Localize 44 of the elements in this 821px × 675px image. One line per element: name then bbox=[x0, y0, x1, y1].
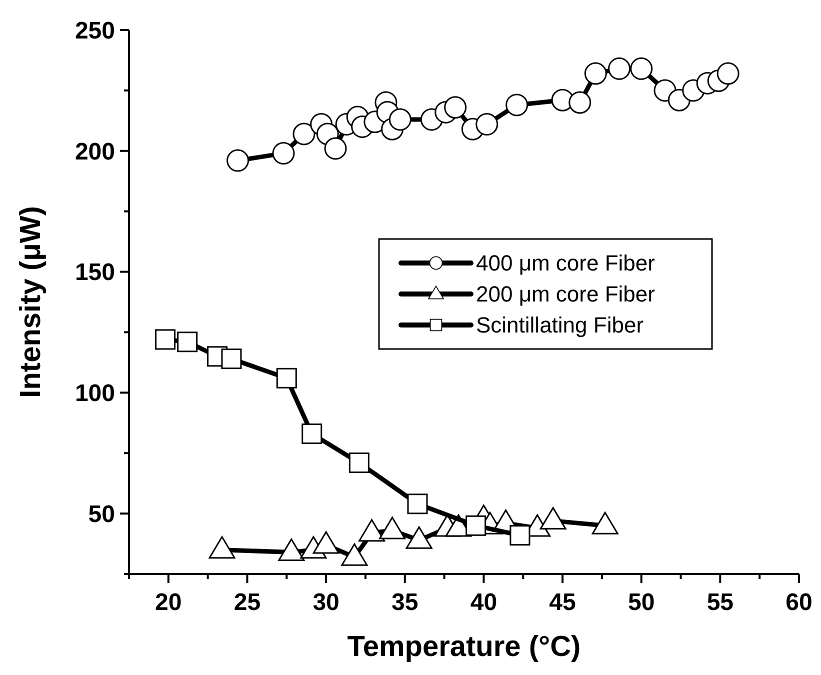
x-tick-label: 50 bbox=[628, 589, 655, 616]
point bbox=[630, 57, 653, 80]
point bbox=[272, 142, 295, 165]
legend-label: 200 μm core Fiber bbox=[476, 282, 655, 307]
point bbox=[379, 516, 406, 540]
point bbox=[226, 149, 250, 172]
point bbox=[312, 531, 340, 554]
point bbox=[540, 507, 566, 530]
x-tick-label: 35 bbox=[392, 589, 418, 616]
x-tick-label: 60 bbox=[786, 589, 812, 616]
y-tick-label: 150 bbox=[74, 259, 115, 286]
point bbox=[388, 108, 412, 131]
y-axis-title: Intensity (μW) bbox=[15, 206, 47, 398]
point bbox=[592, 512, 618, 534]
legend-label: Scintillating Fiber bbox=[476, 312, 644, 338]
point bbox=[716, 62, 740, 85]
point bbox=[406, 526, 432, 549]
point bbox=[341, 543, 368, 566]
point bbox=[278, 538, 305, 561]
y-tick-label: 50 bbox=[88, 500, 115, 528]
point bbox=[292, 122, 316, 146]
point bbox=[324, 137, 347, 160]
point bbox=[358, 519, 386, 542]
point bbox=[177, 332, 198, 352]
x-tick-label: 25 bbox=[234, 589, 261, 616]
y-tick-label: 250 bbox=[74, 17, 115, 44]
point bbox=[208, 536, 236, 559]
x-tick-label: 20 bbox=[155, 589, 182, 616]
x-tick-label: 45 bbox=[549, 589, 576, 616]
x-tick-label: 55 bbox=[706, 589, 734, 616]
point bbox=[155, 329, 176, 350]
legend-label: 400 μm core Fiber bbox=[476, 250, 655, 276]
point bbox=[476, 113, 498, 136]
x-tick-label: 30 bbox=[312, 589, 340, 616]
point bbox=[568, 91, 592, 114]
x-axis-title: Temperature (°C) bbox=[347, 631, 581, 663]
point bbox=[584, 62, 607, 85]
x-tick-label: 40 bbox=[470, 589, 498, 616]
point bbox=[506, 94, 528, 116]
y-tick-label: 200 bbox=[74, 138, 115, 166]
point bbox=[608, 57, 631, 80]
point bbox=[276, 368, 297, 388]
y-tick-label: 100 bbox=[74, 380, 115, 408]
point bbox=[444, 96, 467, 119]
